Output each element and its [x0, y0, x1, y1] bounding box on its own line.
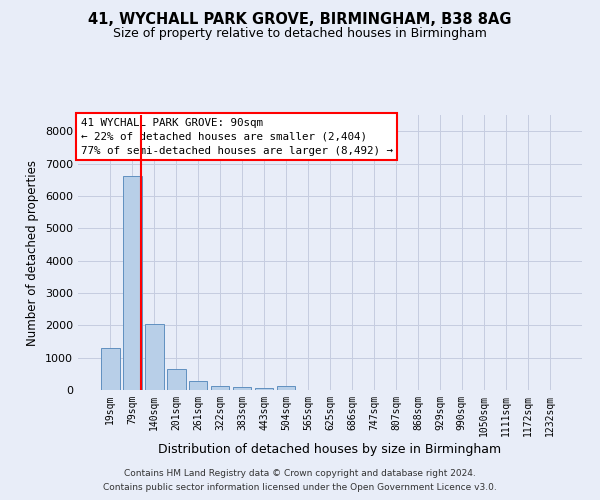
X-axis label: Distribution of detached houses by size in Birmingham: Distribution of detached houses by size …	[158, 443, 502, 456]
Text: Contains HM Land Registry data © Crown copyright and database right 2024.: Contains HM Land Registry data © Crown c…	[124, 468, 476, 477]
Bar	[233, 387, 251, 390]
Bar	[123, 176, 142, 390]
Bar	[277, 386, 295, 390]
Text: Size of property relative to detached houses in Birmingham: Size of property relative to detached ho…	[113, 28, 487, 40]
Bar	[211, 386, 229, 390]
Bar	[167, 369, 185, 390]
Text: Contains public sector information licensed under the Open Government Licence v3: Contains public sector information licen…	[103, 484, 497, 492]
Text: 41 WYCHALL PARK GROVE: 90sqm
← 22% of detached houses are smaller (2,404)
77% of: 41 WYCHALL PARK GROVE: 90sqm ← 22% of de…	[80, 118, 392, 156]
Bar	[101, 348, 119, 390]
Text: 41, WYCHALL PARK GROVE, BIRMINGHAM, B38 8AG: 41, WYCHALL PARK GROVE, BIRMINGHAM, B38 …	[88, 12, 512, 28]
Y-axis label: Number of detached properties: Number of detached properties	[26, 160, 40, 346]
Bar	[255, 388, 274, 390]
Bar	[189, 381, 208, 390]
Bar	[145, 324, 164, 390]
